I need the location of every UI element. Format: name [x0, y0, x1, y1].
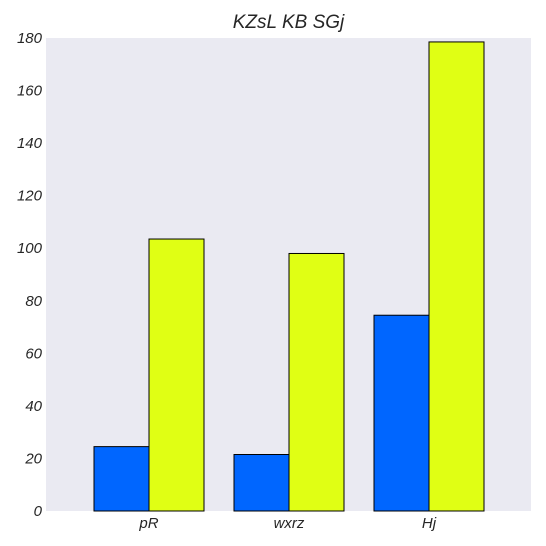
x-tick-label: Hj: [422, 515, 437, 532]
y-tick-label: 160: [17, 83, 43, 100]
y-tick-label: 80: [25, 293, 42, 310]
x-tick-label: pR: [138, 515, 158, 532]
bar-wxrz-series-2: [288, 252, 345, 512]
y-tick-label: 100: [17, 240, 43, 257]
y-tick-label: 140: [17, 135, 43, 152]
y-tick-label: 0: [34, 503, 43, 520]
y-tick-label: 40: [25, 398, 42, 415]
x-tick-label: wxrz: [274, 515, 305, 532]
y-axis-ticks: 0 20 40 60 80 100 120 140 160 180: [17, 30, 43, 520]
bar-wxrz-series-1: [233, 454, 290, 512]
y-tick-label: 180: [17, 30, 43, 47]
bar-pR-series-1: [93, 446, 150, 512]
chart-title: KZsL KB SGj: [233, 12, 345, 33]
bar-pR-series-2: [148, 238, 205, 512]
x-axis-ticks: pR wxrz Hj: [138, 515, 436, 532]
y-tick-label: 60: [25, 345, 42, 362]
y-tick-label: 20: [24, 450, 42, 467]
bars-group: [93, 41, 485, 512]
bar-Hj-series-2: [428, 41, 485, 512]
bar-Hj-series-1: [373, 314, 430, 512]
y-tick-label: 120: [17, 188, 43, 205]
